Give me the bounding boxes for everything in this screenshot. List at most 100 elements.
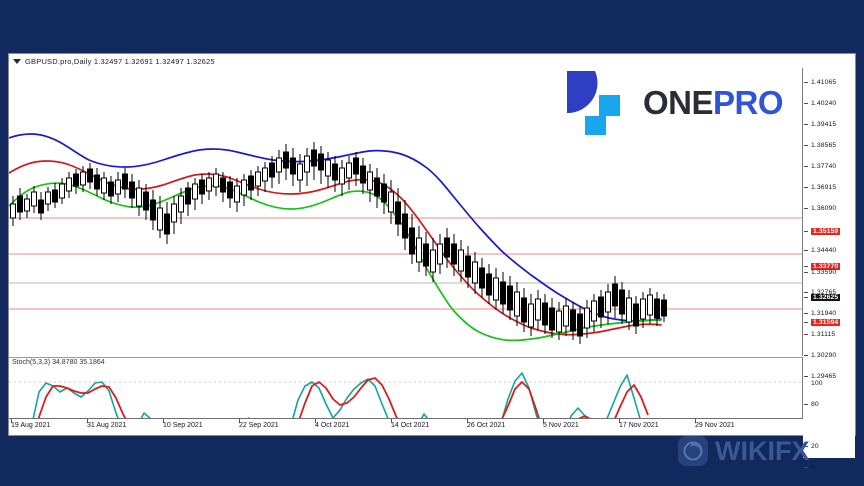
price-tick: 1.39415 <box>803 120 855 129</box>
symbol-ohlc-label: GBPUSD.pro,Daily 1.32497 1.32691 1.32497… <box>25 56 215 66</box>
price-tick-label: 1.36915 <box>811 184 837 191</box>
tick-dash <box>804 383 808 384</box>
time-tick-mark <box>163 419 164 423</box>
price-tick-highlight: 1.35159 <box>803 227 855 236</box>
price-tick-label: 1.33770 <box>811 263 841 270</box>
tick-dash <box>804 355 808 356</box>
time-axis-label: 10 Sep 2021 <box>163 422 203 429</box>
price-tick-current: 1.32625 <box>803 293 855 302</box>
stochastic-tick: 0 <box>803 463 855 472</box>
time-axis-label: 5 Nov 2021 <box>543 422 579 429</box>
time-tick-mark <box>11 419 12 423</box>
price-chart-svg <box>9 68 802 356</box>
price-tick: 1.40240 <box>803 99 855 108</box>
price-tick-label: 1.32765 <box>811 289 837 296</box>
stochastic-svg <box>9 358 802 418</box>
price-tick-label: 1.38565 <box>811 142 837 149</box>
price-tick: 1.33590 <box>803 268 855 277</box>
time-tick-mark <box>239 419 240 423</box>
price-tick: 1.36090 <box>803 204 855 213</box>
tick-dash <box>804 313 808 314</box>
time-axis-label: 26 Oct 2021 <box>467 422 506 429</box>
price-tick: 1.36915 <box>803 183 855 192</box>
time-axis-label: 4 Oct 2021 <box>315 422 350 429</box>
price-tick: 1.30290 <box>803 351 855 360</box>
wikifx-wordmark: WIKIFX <box>715 435 810 466</box>
time-tick-mark <box>87 419 88 423</box>
time-axis[interactable]: 19 Aug 2021 31 Aug 2021 10 Sep 2021 22 S… <box>9 418 803 435</box>
price-tick-highlight: 1.33770 <box>803 262 855 271</box>
tick-dash <box>804 292 808 293</box>
time-axis-label: 29 Nov 2021 <box>695 422 735 429</box>
price-scale[interactable]: 1.41065 1.40240 1.39415 1.38565 1.37740 … <box>803 68 855 471</box>
stochastic-tick-label: 0 <box>811 464 815 471</box>
price-tick-label: 1.34440 <box>811 247 837 254</box>
tick-dash <box>804 376 808 377</box>
price-tick-label: 1.31940 <box>811 310 837 317</box>
time-tick-mark <box>543 419 544 423</box>
price-tick: 1.37740 <box>803 162 855 171</box>
price-tick-label: 1.41065 <box>811 79 837 86</box>
price-tick: 1.29465 <box>803 372 855 381</box>
price-chart-pane[interactable] <box>9 68 803 356</box>
price-tick: 1.31940 <box>803 309 855 318</box>
time-tick-mark <box>391 419 392 423</box>
price-tick-label: 1.39415 <box>811 121 837 128</box>
time-axis-label: 31 Aug 2021 <box>87 422 127 429</box>
time-tick-mark <box>467 419 468 423</box>
tick-dash <box>804 166 808 167</box>
stochastic-tick-label: 20 <box>811 443 819 450</box>
tick-dash <box>804 208 808 209</box>
price-tick: 1.34440 <box>803 246 855 255</box>
tick-dash <box>804 82 808 83</box>
price-tick-label: 1.29465 <box>811 373 837 380</box>
stochastic-tick-label: 80 <box>811 401 819 408</box>
price-tick-highlight: 1.31594 <box>803 318 855 327</box>
tick-dash <box>804 266 808 267</box>
time-tick-mark <box>315 419 316 423</box>
stochastic-tick-label: 100 <box>811 380 823 387</box>
time-axis-label: 17 Nov 2021 <box>619 422 659 429</box>
price-tick: 1.31115 <box>803 330 855 339</box>
stochastic-tick: 100 <box>803 379 855 388</box>
time-axis-label: 14 Oct 2021 <box>391 422 430 429</box>
tick-dash <box>804 272 808 273</box>
tick-dash <box>804 231 808 232</box>
tick-dash <box>804 334 808 335</box>
price-tick-label: 1.40240 <box>811 100 837 107</box>
price-tick-label: 1.33590 <box>811 269 837 276</box>
time-tick-mark <box>695 419 696 423</box>
time-axis-label: 22 Sep 2021 <box>239 422 279 429</box>
caret-down-icon[interactable] <box>13 58 21 64</box>
stochastic-k-line <box>32 372 641 418</box>
symbol-info-bar: GBPUSD.pro,Daily 1.32497 1.32691 1.32497… <box>9 54 855 68</box>
price-tick-label: 1.30290 <box>811 352 837 359</box>
stochastic-pane[interactable]: Stoch(5,3,3) 34.8780 35.1864 <box>9 357 803 418</box>
stochastic-tick: 20 <box>803 442 855 451</box>
price-tick-label: 1.31594 <box>811 319 841 326</box>
tick-dash <box>804 187 808 188</box>
wikifx-watermark: WIKIFX <box>678 436 810 466</box>
trading-terminal-window: GBPUSD.pro,Daily 1.32497 1.32691 1.32497… <box>8 53 856 471</box>
price-tick-label: 1.32625 <box>811 294 841 301</box>
tick-dash <box>804 124 808 125</box>
tick-dash <box>804 297 808 298</box>
tick-dash <box>804 446 808 447</box>
price-tick-label: 1.37740 <box>811 163 837 170</box>
tick-dash <box>804 322 808 323</box>
price-tick-label: 1.35159 <box>811 228 841 235</box>
tick-dash <box>804 103 808 104</box>
ma-slow-line <box>9 133 662 322</box>
wikifx-lens-svg <box>683 441 703 461</box>
time-axis-label: 19 Aug 2021 <box>11 422 51 429</box>
stochastic-label: Stoch(5,3,3) 34.8780 35.1864 <box>12 359 105 366</box>
tick-dash <box>804 250 808 251</box>
candlestick-series <box>10 142 667 344</box>
wikifx-lens-icon <box>678 436 708 466</box>
price-tick: 1.38565 <box>803 141 855 150</box>
price-tick-label: 1.36090 <box>811 205 837 212</box>
price-tick: 1.41065 <box>803 78 855 87</box>
price-tick-label: 1.31115 <box>811 331 836 338</box>
tick-dash <box>804 404 808 405</box>
